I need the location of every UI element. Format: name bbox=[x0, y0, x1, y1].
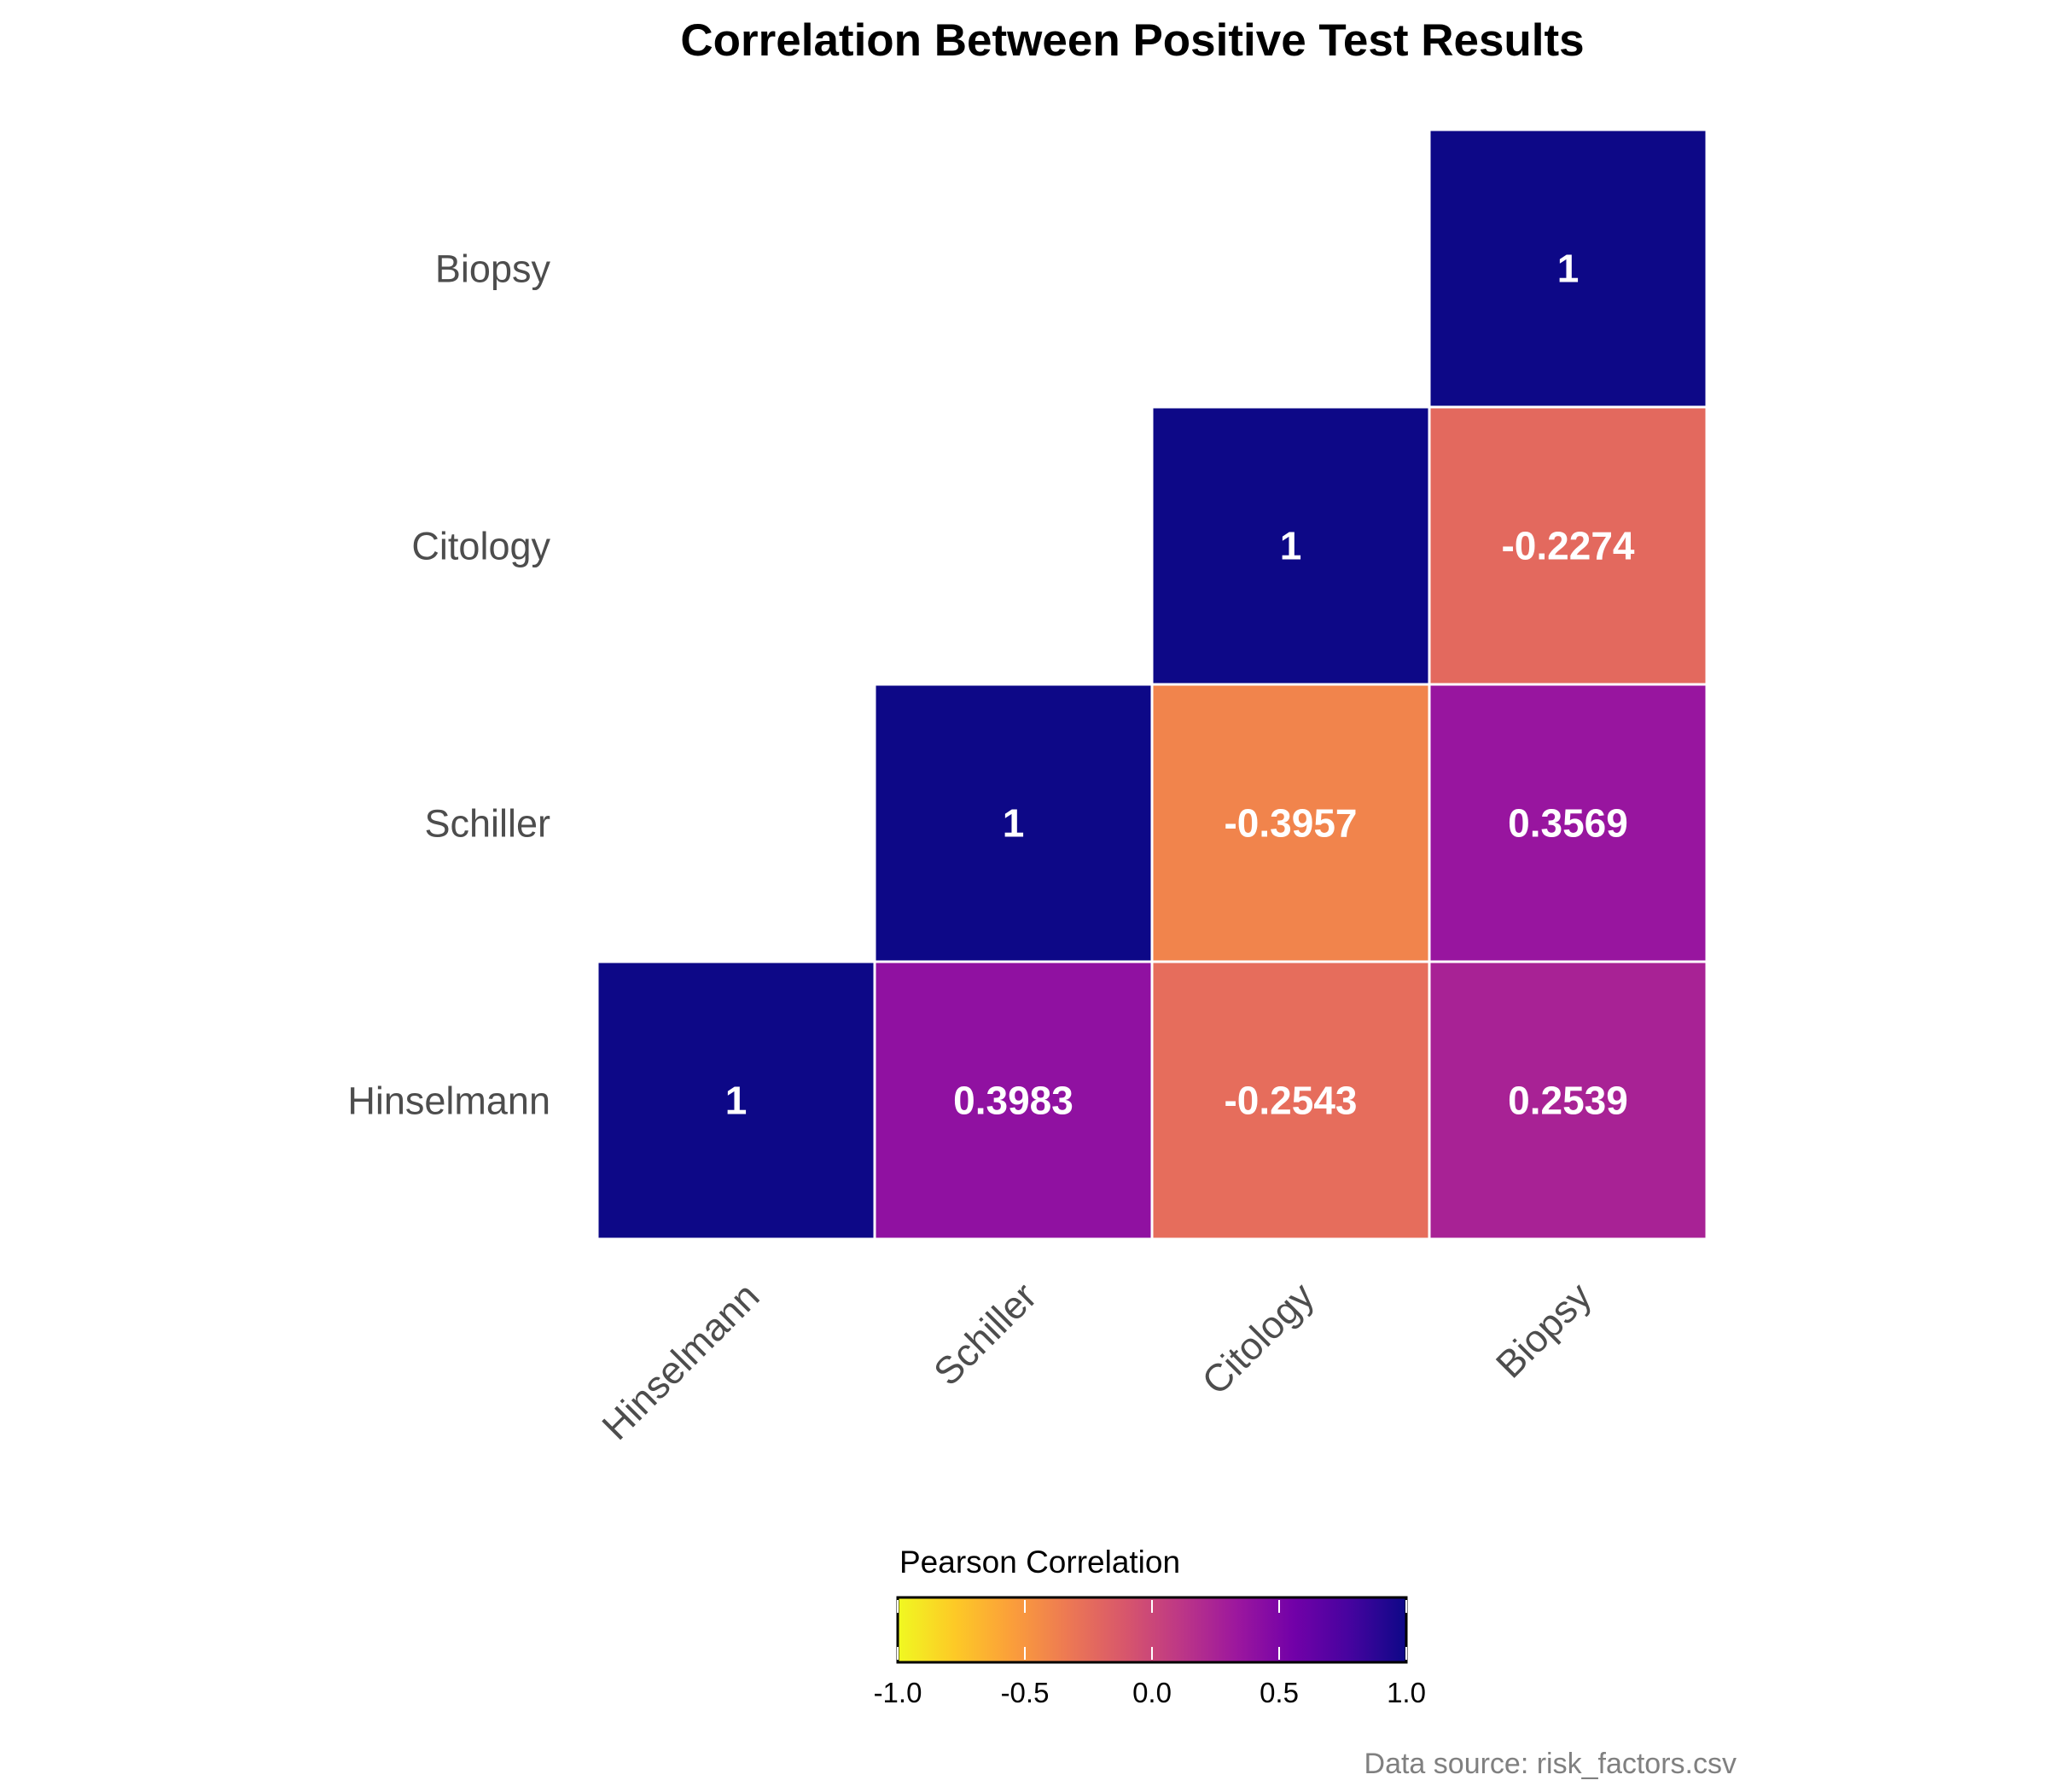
x-tick-hinselmann: Hinselmann bbox=[593, 1274, 767, 1448]
cell-label-biopsy-biopsy: 1 bbox=[1557, 247, 1580, 291]
y-tick-citology: Citology bbox=[411, 525, 550, 568]
colorbar-title: Pearson Correlation bbox=[899, 1545, 1180, 1580]
data-source-caption: Data source: risk_factors.csv bbox=[1364, 1748, 1737, 1780]
cell-label-schiller-citology: -0.3957 bbox=[1224, 801, 1357, 846]
x-tick-citology: Citology bbox=[1194, 1274, 1323, 1403]
colorbar-tick-label: 1.0 bbox=[1387, 1677, 1426, 1708]
cell-label-schiller-schiller: 1 bbox=[1003, 801, 1025, 846]
x-axis-tick-labels: Hinselmann Schiller Citology Biopsy bbox=[593, 1274, 1599, 1448]
heatmap-cell-schiller-schiller bbox=[873, 683, 1154, 963]
colorbar-tick-label: -0.5 bbox=[1001, 1677, 1050, 1708]
cell-label-hinselmann-citology: -0.2543 bbox=[1224, 1079, 1357, 1123]
cell-value-labels: 1 0.3983 -0.2543 0.2539 1 -0.3957 0.3569 1 -0.22… bbox=[725, 247, 1635, 1123]
heatmap-cell-biopsy-biopsy bbox=[1428, 128, 1708, 409]
cell-label-schiller-biopsy: 0.3569 bbox=[1508, 801, 1628, 846]
cell-label-hinselmann-biopsy: 0.2539 bbox=[1508, 1079, 1628, 1123]
y-tick-hinselmann: Hinselmann bbox=[347, 1079, 550, 1123]
heatmap-cell-citology-citology bbox=[1150, 405, 1431, 686]
colorbar-tick-label: 0.0 bbox=[1132, 1677, 1172, 1708]
y-axis-tick-labels: Hinselmann Schiller Citology Biopsy bbox=[347, 247, 550, 1123]
heatmap-cell-schiller-biopsy bbox=[1428, 683, 1708, 963]
heatmap-cell-schiller-citology bbox=[1150, 683, 1431, 963]
x-tick-schiller: Schiller bbox=[925, 1274, 1044, 1393]
heatmap-cell-hinselmann-biopsy bbox=[1428, 960, 1708, 1241]
heatmap-cell-hinselmann-schiller bbox=[873, 960, 1154, 1241]
heatmap-cells bbox=[596, 128, 1708, 1241]
y-tick-schiller: Schiller bbox=[424, 802, 550, 846]
colorbar-ticks: -1.0 -0.5 0.0 0.5 1.0 bbox=[874, 1600, 1426, 1708]
cell-label-hinselmann-schiller: 0.3983 bbox=[953, 1079, 1073, 1123]
chart-title: Correlation Between Positive Test Result… bbox=[680, 15, 1584, 66]
colorbar-tick-label: -1.0 bbox=[874, 1677, 922, 1708]
colorbar-tick-label: 0.5 bbox=[1260, 1677, 1299, 1708]
colorbar-legend: Pearson Correlation -1.0 -0.5 0.0 0.5 1.0 bbox=[874, 1545, 1426, 1708]
cell-label-hinselmann-hinselmann: 1 bbox=[725, 1079, 748, 1123]
heatmap-cell-hinselmann-hinselmann bbox=[596, 960, 876, 1241]
heatmap-cell-citology-biopsy bbox=[1428, 405, 1708, 686]
x-tick-biopsy: Biopsy bbox=[1487, 1274, 1600, 1387]
cell-label-citology-citology: 1 bbox=[1280, 524, 1302, 568]
y-tick-biopsy: Biopsy bbox=[435, 247, 551, 291]
cell-label-citology-biopsy: -0.2274 bbox=[1501, 524, 1634, 568]
